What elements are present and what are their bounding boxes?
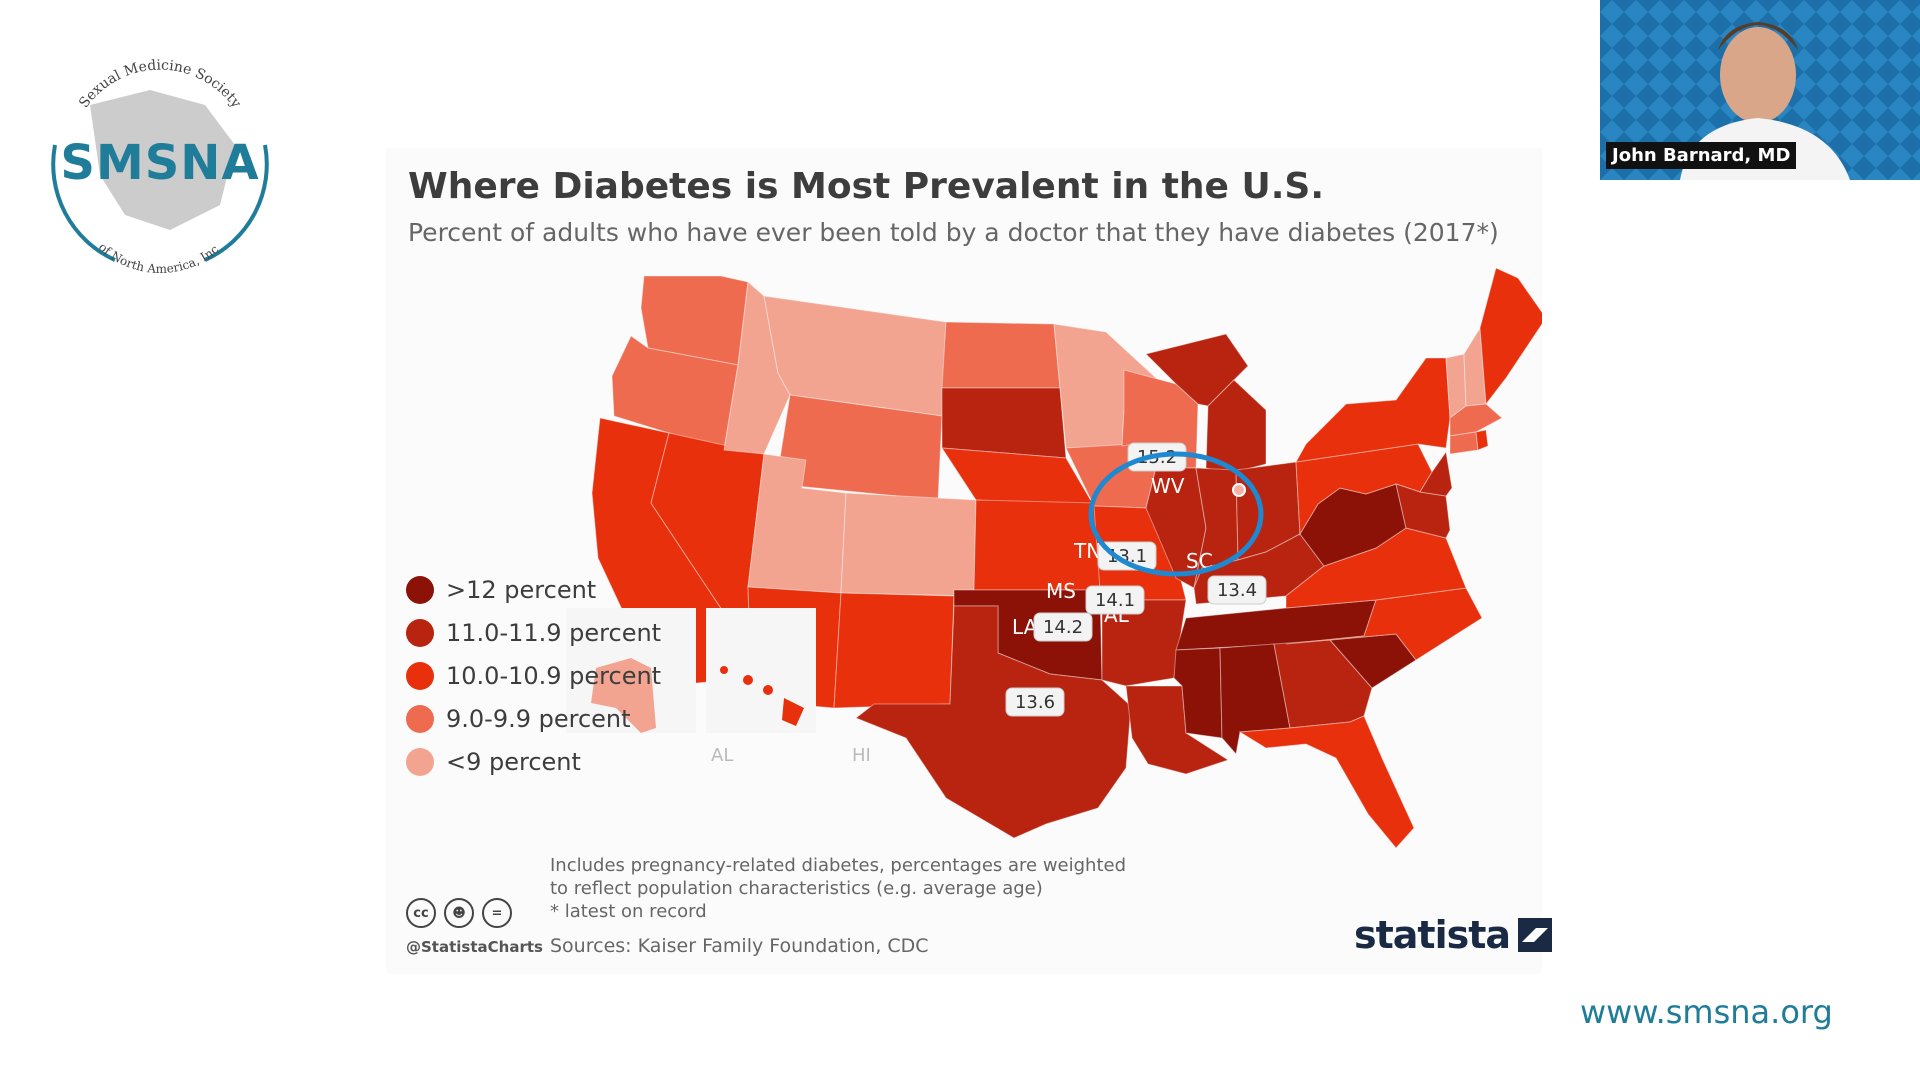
state-mi-lower: [1205, 379, 1267, 475]
svg-text:13.1: 13.1: [1107, 546, 1147, 567]
inset-label-ak: AL: [711, 745, 733, 766]
legend-item: 10.0-10.9 percent: [406, 654, 661, 697]
state-nm: [833, 592, 955, 709]
footnote-line: to reflect population characteristics (e…: [550, 878, 1043, 899]
legend-label: 10.0-10.9 percent: [446, 661, 662, 690]
state-nj: [1419, 450, 1453, 497]
legend-label: 11.0-11.9 percent: [446, 618, 662, 647]
dc-marker: [1232, 483, 1246, 497]
legend-item: >12 percent: [406, 568, 661, 611]
legend-swatch: [406, 575, 434, 604]
slide-card: Where Diabetes is Most Prevalent in the …: [386, 148, 1553, 974]
svg-text:14.2: 14.2: [1043, 617, 1083, 638]
attribution-icon: ☻: [444, 898, 474, 928]
presenter-name-tag: John Barnard, MD: [1606, 142, 1797, 169]
no-derivatives-icon: =: [482, 898, 512, 928]
legend: >12 percent 11.0-11.9 percent 10.0-10.9 …: [406, 568, 661, 783]
legend-label: 9.0-9.9 percent: [446, 704, 631, 733]
state-label-wv: WV: [1151, 474, 1185, 498]
us-diabetes-map: WV TN SC MS AL LA 15.2 13.1 13.4 14.1 14…: [566, 267, 1542, 849]
page-subtitle: Percent of adults who have ever been tol…: [408, 218, 1499, 247]
license-icons: cc ☻ =: [406, 898, 512, 928]
brand-wordmark: statista: [1354, 913, 1511, 957]
wv-highlight-circle: [1088, 451, 1264, 577]
logo-graphic: Sexual Medicine Society of North America…: [28, 24, 269, 276]
statista-logo-icon: [1518, 918, 1553, 952]
svg-text:13.6: 13.6: [1015, 692, 1055, 713]
state-sd: [941, 387, 1067, 459]
legend-item: <9 percent: [406, 740, 661, 783]
sources-text: Sources: Kaiser Family Foundation, CDC: [550, 935, 929, 957]
state-ny: [1295, 357, 1451, 463]
legend-item: 9.0-9.9 percent: [406, 697, 661, 740]
legend-swatch: [406, 704, 434, 733]
state-hi: [720, 666, 804, 726]
smsna-logo: Sexual Medicine Society of North America…: [28, 24, 290, 285]
callout-la: 13.6: [1005, 687, 1065, 717]
footnote-line: Includes pregnancy-related diabetes, per…: [550, 855, 1127, 876]
svg-text:13.4: 13.4: [1217, 580, 1257, 601]
cc-icon: cc: [406, 898, 436, 928]
state-me: [1479, 267, 1542, 406]
state-fl: [1238, 715, 1415, 849]
legend-label: <9 percent: [446, 747, 581, 776]
legend-swatch: [406, 747, 434, 776]
footnote-line: * latest on record: [550, 901, 707, 922]
legend-swatch: [406, 661, 434, 690]
state-ak: [591, 658, 656, 733]
state-ct: [1449, 431, 1479, 455]
state-va: [1285, 527, 1467, 609]
statista-handle: @StatistaCharts: [406, 938, 543, 956]
page-title: Where Diabetes is Most Prevalent in the …: [408, 166, 1325, 207]
callout-al: 14.2: [1033, 612, 1093, 642]
website-url[interactable]: www.smsna.org: [1580, 993, 1833, 1031]
footnotes: Includes pregnancy-related diabetes, per…: [550, 854, 1126, 923]
webcam-video: John Barnard, MD: [1600, 0, 1920, 180]
state-nd: [941, 321, 1061, 389]
legend-item: 11.0-11.9 percent: [406, 611, 661, 654]
state-label-tn: TN: [1073, 539, 1101, 563]
state-tx: [855, 605, 1132, 839]
callout-sc: 13.4: [1207, 575, 1267, 605]
state-label-ms: MS: [1046, 579, 1076, 603]
state-pa: [1295, 443, 1433, 536]
logo-acronym: SMSNA: [60, 135, 260, 191]
inset-label-hi: HI: [852, 745, 871, 766]
legend-label: >12 percent: [446, 575, 597, 604]
svg-text:14.1: 14.1: [1095, 590, 1135, 611]
state-ar: [1101, 599, 1187, 687]
legend-swatch: [406, 618, 434, 647]
callout-tn: 13.1: [1097, 541, 1157, 571]
state-co: [840, 492, 977, 597]
state-ri: [1475, 429, 1489, 451]
callout-ms: 14.1: [1085, 585, 1145, 615]
statista-brand: statista: [1354, 913, 1553, 957]
state-label-la: LA: [1012, 615, 1038, 639]
